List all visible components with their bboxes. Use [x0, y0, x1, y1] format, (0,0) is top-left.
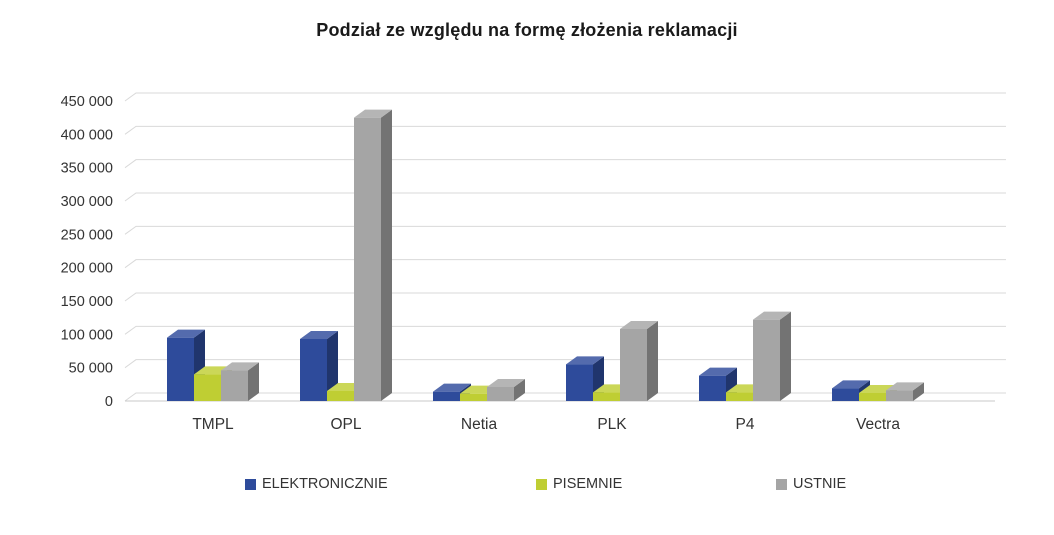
bar-Vectra-ELEKTRONICZNIE: [832, 388, 859, 401]
bar-side-Vectra-USTNIE: [913, 382, 924, 401]
bar-side-OPL-USTNIE: [381, 109, 392, 402]
bar-top-OPL-USTNIE: [354, 109, 392, 118]
legend-item-pisemnie: PISEMNIE: [536, 476, 622, 492]
bar-top-TMPL-USTNIE: [221, 362, 259, 371]
bar-top-P4-ELEKTRONICZNIE: [699, 367, 737, 376]
bar-top-P4-USTNIE: [753, 311, 791, 320]
legend-label: ELEKTRONICZNIE: [262, 476, 388, 492]
legend-swatch-pisemnie: [536, 478, 547, 490]
x-axis-category-label: Vectra: [856, 416, 900, 433]
bar-top-Vectra-USTNIE: [886, 382, 924, 391]
bar-side-TMPL-USTNIE: [248, 362, 259, 401]
bar-Vectra-USTNIE: [886, 390, 913, 401]
gridline: [124, 225, 1006, 235]
y-axis-tick-label: 0: [105, 394, 113, 410]
bar-Netia-ELEKTRONICZNIE: [433, 391, 460, 401]
legend-label: PISEMNIE: [553, 476, 623, 492]
bar-Vectra-PISEMNIE: [859, 393, 886, 401]
bar-Netia-USTNIE: [487, 387, 514, 401]
x-axis-category-label: PLK: [597, 416, 627, 433]
x-axis-category-label: TMPL: [192, 416, 234, 433]
bar-P4-USTNIE: [753, 319, 780, 401]
y-axis-tick-label: 400 000: [61, 127, 113, 143]
bar-PLK-PISEMNIE: [593, 392, 620, 401]
bar-top-Netia-ELEKTRONICZNIE: [433, 383, 471, 392]
gridline: [124, 359, 1006, 369]
x-axis-category-label: OPL: [330, 416, 361, 433]
x-axis-category-label: P4: [736, 416, 755, 433]
bar-side-OPL-ELEKTRONICZNIE: [327, 331, 338, 401]
legend-item-ustnie: USTNIE: [776, 476, 846, 492]
gridline: [124, 125, 1006, 135]
bar-TMPL-ELEKTRONICZNIE: [167, 337, 194, 401]
bar-top-PLK-USTNIE: [620, 321, 658, 329]
bar-P4-PISEMNIE: [726, 392, 753, 401]
bar-side-Netia-USTNIE: [514, 379, 525, 401]
bar-TMPL-PISEMNIE: [194, 374, 221, 401]
bar-P4-ELEKTRONICZNIE: [699, 375, 726, 401]
gridline: [124, 325, 1006, 335]
bar-PLK-USTNIE: [620, 329, 647, 401]
gridline: [124, 259, 1006, 269]
y-axis-tick-label: 150 000: [61, 294, 113, 310]
y-axis-tick-label: 50 000: [69, 361, 113, 377]
bar-top-Netia-USTNIE: [487, 379, 525, 387]
bar-top-OPL-ELEKTRONICZNIE: [300, 331, 338, 339]
legend-item-elektronicznie: ELEKTRONICZNIE: [245, 476, 388, 492]
x-axis-category-label: Netia: [461, 416, 498, 433]
gridline: [124, 92, 1006, 102]
gridline: [124, 159, 1006, 169]
bar-top-TMPL-ELEKTRONICZNIE: [167, 329, 205, 338]
bar-PLK-ELEKTRONICZNIE: [566, 364, 593, 401]
bar-OPL-USTNIE: [354, 117, 381, 402]
bar-top-PLK-ELEKTRONICZNIE: [566, 356, 604, 365]
y-axis-tick-label: 200 000: [61, 261, 113, 277]
y-axis-tick-label: 250 000: [61, 227, 113, 243]
bar-side-PLK-USTNIE: [647, 321, 658, 401]
bar-side-P4-USTNIE: [780, 311, 791, 401]
gridline: [124, 192, 1006, 202]
bar-OPL-ELEKTRONICZNIE: [300, 339, 327, 401]
chart-title: Podział ze względu na formę złożenia rek…: [316, 20, 738, 40]
y-axis-tick-label: 450 000: [61, 94, 113, 110]
bar-top-Vectra-ELEKTRONICZNIE: [832, 380, 870, 389]
bar-TMPL-USTNIE: [221, 370, 248, 401]
legend-swatch-elektronicznie: [245, 478, 256, 490]
gridline: [124, 292, 1006, 302]
y-axis-tick-label: 300 000: [61, 194, 113, 210]
legend-swatch-ustnie: [776, 478, 787, 490]
bar-OPL-PISEMNIE: [327, 391, 354, 401]
y-axis-tick-label: 100 000: [61, 327, 113, 343]
y-axis-tick-label: 350 000: [61, 161, 113, 177]
legend-label: USTNIE: [793, 476, 847, 492]
bar-Netia-PISEMNIE: [460, 393, 487, 401]
